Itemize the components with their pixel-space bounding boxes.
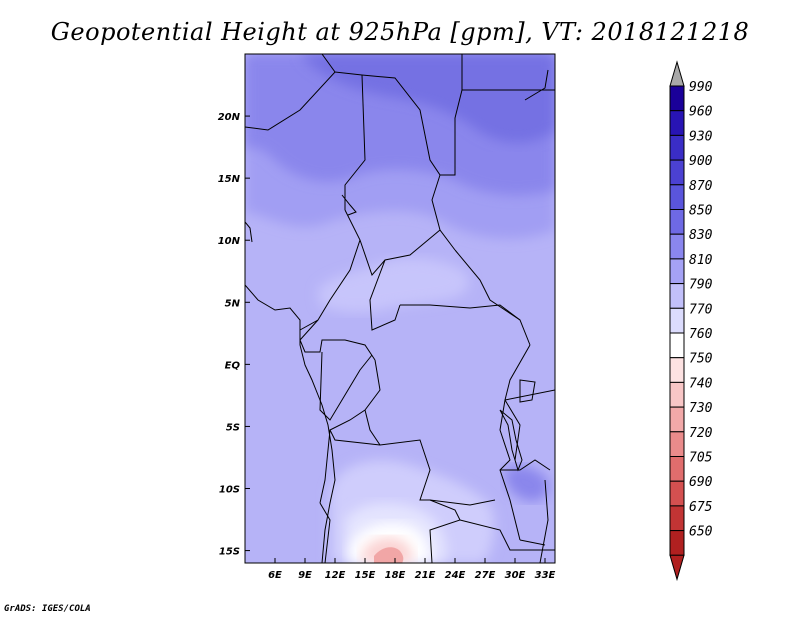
colorbar-level-label: 790 xyxy=(689,278,713,293)
colorbar-level-label: 830 xyxy=(689,228,713,243)
y-tick-label: 5N xyxy=(225,298,241,309)
y-tick-label: 15S xyxy=(219,547,240,558)
colorbar-level-label: 750 xyxy=(689,352,713,367)
x-tick-label: 21E xyxy=(415,570,436,581)
colorbar-swatch xyxy=(669,530,685,556)
colorbar-swatch xyxy=(669,505,685,532)
colorbar-level-label: 770 xyxy=(689,302,713,317)
x-tick-label: 18E xyxy=(385,570,406,581)
colorbar-swatch xyxy=(669,381,685,408)
colorbar-level-label: 900 xyxy=(689,154,713,169)
y-tick-label: 5S xyxy=(226,422,240,433)
colorbar-level-label: 650 xyxy=(689,525,713,540)
y-axis: 20N 15N 10N 5N EQ 5S 10S 15S xyxy=(218,112,250,558)
colorbar-swatch xyxy=(669,456,685,482)
colorbar-level-label: 990 xyxy=(689,80,713,95)
x-tick-label: 27E xyxy=(475,570,496,581)
y-tick-label: 10S xyxy=(219,485,240,496)
y-tick-label: 15N xyxy=(218,174,241,185)
colorbar-swatch xyxy=(669,184,685,211)
colorbar-level-label: 810 xyxy=(689,253,713,268)
colorbar-swatch xyxy=(669,159,685,186)
x-tick-label: 24E xyxy=(445,570,466,581)
colorbar-swatch xyxy=(669,258,685,285)
colorbar-level-label: 720 xyxy=(689,426,713,441)
colorbar-bottom-arrow xyxy=(669,554,685,582)
chart-title: Geopotential Height at 925hPa [gpm], VT:… xyxy=(50,18,750,46)
colorbar-swatch xyxy=(669,307,685,334)
colorbar-swatch xyxy=(669,406,685,433)
colorbar-swatch xyxy=(669,357,685,383)
x-tick-label: 33E xyxy=(535,570,556,581)
colorbar-level-label: 930 xyxy=(689,129,713,144)
colorbar-top-arrow xyxy=(669,60,685,87)
colorbar-swatch xyxy=(669,480,685,507)
colorbar-swatch xyxy=(669,283,685,309)
grads-credit: GrADS: IGES/COLA xyxy=(4,604,91,614)
colorbar-swatch xyxy=(669,332,685,359)
colorbar-swatch xyxy=(669,134,685,161)
x-axis: 6E 9E 12E 15E 18E 21E 24E 27E 30E 33E xyxy=(268,558,556,581)
y-tick-label: 10N xyxy=(218,236,241,247)
colorbar-swatch xyxy=(669,110,685,136)
coastline xyxy=(245,284,336,563)
colorbar-level-label: 705 xyxy=(689,451,713,466)
colorbar-swatch xyxy=(669,85,685,112)
colorbar-level-label: 870 xyxy=(689,179,713,194)
x-tick-label: 12E xyxy=(325,570,346,581)
colorbar-level-label: 690 xyxy=(689,475,713,490)
colorbar-level-label: 760 xyxy=(689,327,713,342)
colorbar-swatch xyxy=(669,431,685,457)
colorbar-level-label: 960 xyxy=(689,105,713,120)
colorbar-swatch xyxy=(669,233,685,260)
map-frame xyxy=(244,53,556,564)
x-tick-label: 15E xyxy=(355,570,376,581)
country-boundaries xyxy=(245,54,555,563)
y-tick-label: EQ xyxy=(225,360,241,371)
colorbar-level-label: 730 xyxy=(689,401,713,416)
y-tick-label: 20N xyxy=(218,112,241,123)
geopotential-field xyxy=(245,54,555,563)
x-tick-label: 30E xyxy=(505,570,526,581)
x-tick-label: 9E xyxy=(298,570,312,581)
colorbar-level-label: 675 xyxy=(689,500,713,515)
x-tick-label: 6E xyxy=(268,570,282,581)
colorbar-level-label: 740 xyxy=(689,376,713,391)
colorbar-level-label: 850 xyxy=(689,204,713,219)
colorbar-swatch xyxy=(669,209,685,235)
